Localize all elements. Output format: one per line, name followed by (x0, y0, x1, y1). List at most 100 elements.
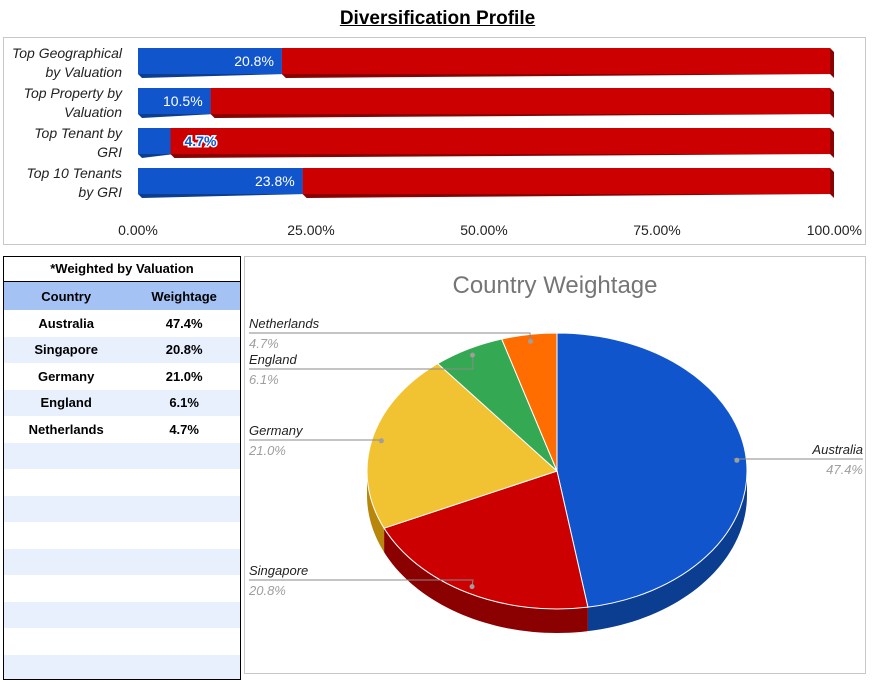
leader-line (733, 458, 863, 461)
slice-label: England (249, 352, 297, 367)
bar-side (830, 48, 834, 78)
empty-cell (128, 628, 240, 655)
empty-cell (4, 601, 129, 628)
pie-chart-svg: Country Weightage Australia 47.4% Singapore… (248, 272, 863, 633)
bar-side (830, 88, 834, 118)
bar-segment-blue (138, 88, 211, 114)
pie-slice (366, 362, 558, 529)
pie-slice-side (587, 471, 747, 632)
category-label: Top Geographical (12, 45, 123, 61)
slice-label: Singapore (249, 563, 308, 578)
data-label: 20.8% (234, 53, 274, 69)
leader-line (249, 439, 384, 442)
data-label: 4.7% (185, 133, 217, 149)
empty-cell (128, 469, 240, 496)
table-row-empty (4, 522, 240, 549)
leader-line (249, 355, 474, 370)
slice-pct-label: 4.7% (249, 336, 279, 351)
country-cell: Australia (4, 310, 129, 337)
bar-segment-blue (138, 48, 282, 74)
data-label: 10.5% (163, 93, 203, 109)
slice-label: Netherlands (249, 316, 320, 331)
x-tick-label: 75.00% (633, 222, 680, 238)
weightage-cell: 21.0% (128, 363, 240, 390)
weightage-cell: 20.8% (128, 336, 240, 363)
table-row-empty (4, 442, 240, 469)
bar-shadow (138, 154, 175, 158)
table-row: Australia 47.4% (4, 310, 240, 337)
empty-cell (128, 522, 240, 549)
weightage-cell: 47.4% (128, 310, 240, 337)
leader-dot (469, 584, 475, 590)
leader-dot (734, 457, 740, 463)
table-row-empty (4, 575, 240, 602)
table-row: Germany 21.0% (4, 363, 240, 390)
leader-dot (378, 438, 384, 444)
table-row-empty (4, 654, 240, 679)
empty-cell (128, 548, 240, 575)
category-label: by Valuation (45, 64, 122, 80)
weightage-cell: 6.1% (128, 389, 240, 416)
category-label: Valuation (64, 104, 122, 120)
pie-slice-side (367, 471, 385, 553)
pie-slice (501, 332, 558, 472)
pie-slice (556, 332, 748, 608)
category-label: GRI (97, 144, 122, 160)
table-row-empty (4, 628, 240, 655)
slice-label: Australia (811, 442, 863, 457)
header-country: Country (4, 282, 129, 310)
pie-chart: Country Weightage Australia 47.4% Singapore… (244, 256, 866, 674)
x-tick-label: 0.00% (118, 222, 158, 238)
leader-dot (470, 352, 476, 358)
empty-cell (4, 548, 129, 575)
country-cell: Germany (4, 363, 129, 390)
slice-pct-label: 21.0% (248, 443, 286, 458)
x-tick-label: 100.00% (807, 222, 862, 238)
category-label: Top Property by (24, 85, 123, 101)
bar-segment-red (210, 88, 830, 114)
table-row: Singapore 20.8% (4, 336, 240, 363)
table-row-empty (4, 495, 240, 522)
x-tick-label: 50.00% (460, 222, 507, 238)
slice-label: Germany (249, 423, 304, 438)
empty-cell (4, 575, 129, 602)
empty-cell (4, 442, 129, 469)
table-header-row: Country Weightage (4, 282, 240, 310)
category-label: Top Tenant by (34, 125, 123, 141)
header-weightage: Weightage (128, 282, 240, 310)
bar-shadow (138, 114, 215, 118)
slice-pct-label: 47.4% (826, 462, 863, 477)
empty-cell (128, 495, 240, 522)
slice-pct-label: 20.8% (248, 583, 286, 598)
pie-slice-side (384, 528, 588, 633)
empty-cell (128, 575, 240, 602)
table-row-empty (4, 469, 240, 496)
bar-shadow (210, 114, 834, 118)
bar-segment-red (302, 168, 830, 194)
table-row: England 6.1% (4, 389, 240, 416)
bar-side (830, 128, 834, 158)
country-table: Country Weightage Australia 47.4% Singapor… (4, 282, 240, 679)
table-row-empty (4, 601, 240, 628)
bar-shadow (138, 194, 307, 198)
category-label: by GRI (78, 184, 122, 200)
empty-cell (128, 442, 240, 469)
bar-segment-red (170, 128, 831, 154)
chart-title: Country Weightage (452, 272, 657, 299)
bar-shadow (138, 74, 286, 78)
leader-dot (527, 338, 533, 344)
empty-cell (128, 654, 240, 679)
country-cell: Singapore (4, 336, 129, 363)
bar-shadow (302, 194, 834, 198)
weightage-table: *Weighted by Valuation Country Weightage… (3, 256, 241, 680)
bar-shadow (281, 74, 834, 78)
bar-segment-blue (138, 128, 171, 154)
bar-shadow (170, 154, 835, 158)
empty-cell (4, 522, 129, 549)
pie-slice (383, 470, 589, 610)
x-tick-label: 25.00% (287, 222, 334, 238)
leader-line (249, 332, 531, 342)
table-row-empty (4, 548, 240, 575)
empty-cell (128, 601, 240, 628)
empty-cell (4, 495, 129, 522)
